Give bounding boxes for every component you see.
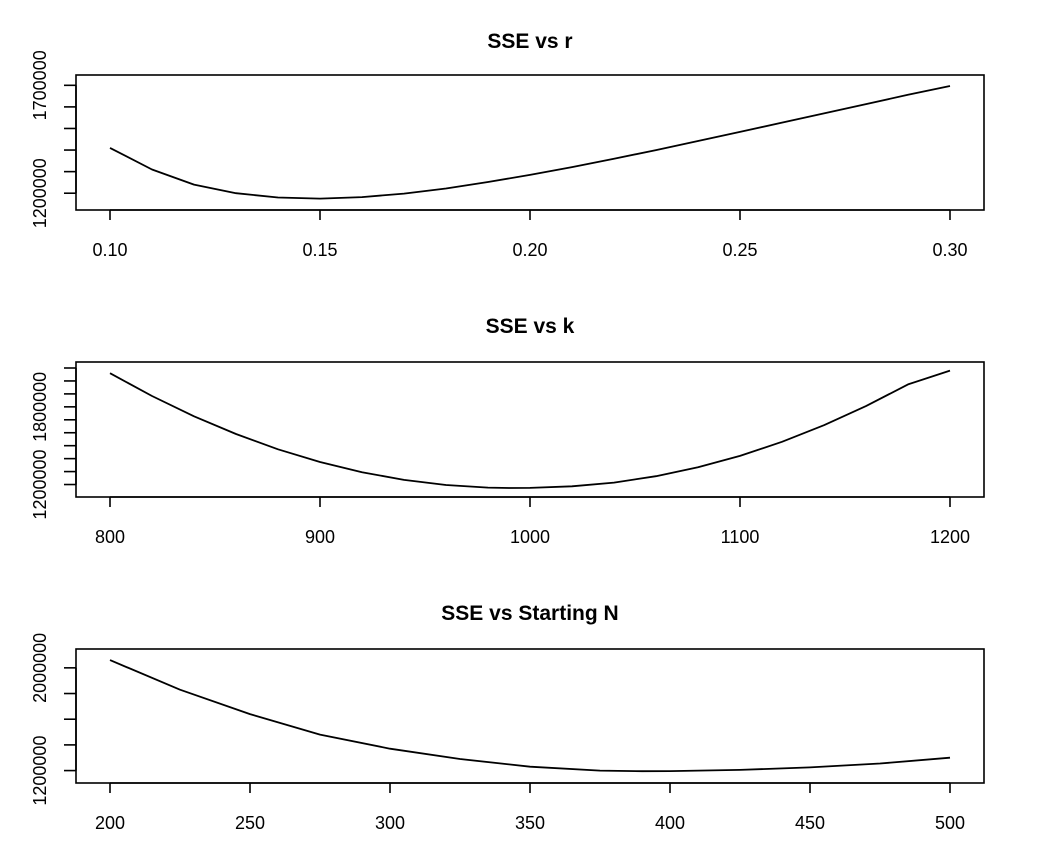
panel-sse-vs-k: SSE vs k 800 900 1000 1100 1200 1200000 180000… [30,315,985,547]
plot-frame [75,648,985,784]
series-line [109,369,951,489]
x-tick-label: 350 [515,813,545,833]
x-axis: 200 250 300 350 400 450 500 [95,782,965,833]
x-tick-label: 0.20 [512,240,547,260]
x-tick-label: 0.15 [302,240,337,260]
y-axis: 1200000 1800000 [30,367,77,520]
x-tick-label: 1000 [510,527,550,547]
series-line [109,85,951,200]
x-axis: 800 900 1000 1100 1200 [95,496,970,547]
x-tick-label: 900 [305,527,335,547]
x-axis: 0.10 0.15 0.20 0.25 0.30 [92,209,968,260]
y-tick-label: 1200000 [30,158,50,228]
y-tick-label: 2000000 [30,633,50,703]
y-tick-label: 1700000 [30,50,50,120]
x-tick-label: 450 [795,813,825,833]
y-axis: 1200000 2000000 [30,633,77,806]
x-tick-label: 0.25 [722,240,757,260]
plot-frame [75,361,985,498]
series-line [109,659,951,773]
x-tick-label: 300 [375,813,405,833]
y-tick-label: 1800000 [30,372,50,442]
x-tick-label: 800 [95,527,125,547]
panel-sse-vs-r: SSE vs r 0.10 0.15 0.20 0.25 0.30 1200000 1700… [30,30,985,260]
x-tick-label: 1100 [721,527,760,547]
panel-sse-vs-starting-n: SSE vs Starting N 200 250 300 350 400 450 500 1… [30,602,985,833]
x-tick-label: 250 [235,813,265,833]
x-tick-label: 400 [655,813,685,833]
y-axis: 1200000 1700000 [30,50,77,228]
x-tick-label: 0.10 [92,240,127,260]
x-tick-label: 200 [95,813,125,833]
plot-frame [75,74,985,211]
x-tick-label: 500 [935,813,965,833]
y-tick-label: 1200000 [30,449,50,519]
chart-title: SSE vs Starting N [441,602,618,625]
chart-title: SSE vs r [487,30,572,53]
y-tick-label: 1200000 [30,736,50,806]
x-tick-label: 0.30 [932,240,967,260]
chart-title: SSE vs k [486,315,575,338]
x-tick-label: 1200 [930,527,970,547]
